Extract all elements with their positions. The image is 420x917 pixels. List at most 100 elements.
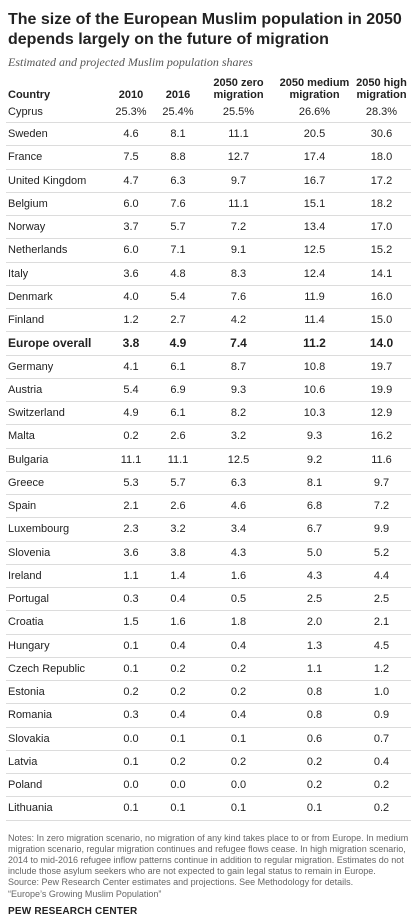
table-row: Norway 3.7 5.7 7.2 13.4 17.0 xyxy=(6,215,411,240)
page-title: The size of the European Muslim populati… xyxy=(8,11,402,48)
cell-2050-zero: 3.2 xyxy=(200,424,277,449)
page-subtitle: Estimated and projected Muslim populatio… xyxy=(8,55,253,69)
cell-2016: 3.2 xyxy=(156,517,200,542)
cell-2050-medium: 1.1 xyxy=(277,657,352,682)
cell-2010: 2.1 xyxy=(106,494,156,519)
cell-country: Belgium xyxy=(6,192,106,217)
cell-2016: 0.4 xyxy=(156,634,200,658)
cell-2010: 0.1 xyxy=(106,750,156,775)
cell-country: Switzerland xyxy=(6,401,106,426)
cell-2050-zero: 0.2 xyxy=(200,750,277,775)
cell-2050-high: 4.4 xyxy=(352,564,411,589)
cell-2010: 0.0 xyxy=(106,727,156,751)
cell-2050-medium: 4.3 xyxy=(277,564,352,589)
cell-2010: 3.8 xyxy=(106,331,156,356)
cell-2010: 5.4 xyxy=(106,378,156,403)
cell-2050-high: 7.2 xyxy=(352,494,411,519)
report-title: “Europe’s Growing Muslim Population” xyxy=(8,888,162,899)
table-row: Sweden 4.6 8.1 11.1 20.5 30.6 xyxy=(6,122,411,147)
source-text: Source: Pew Research Center estimates an… xyxy=(8,877,354,888)
cell-2010: 0.1 xyxy=(106,657,156,682)
cell-2050-zero: 4.3 xyxy=(200,541,277,565)
header-2050-high-migration: 2050 high migration xyxy=(356,77,407,101)
cell-2050-high: 0.9 xyxy=(352,703,411,728)
cell-2016: 1.6 xyxy=(156,610,200,635)
cell-2050-high: 1.0 xyxy=(352,680,411,705)
cell-2050-medium: 2.5 xyxy=(277,587,352,612)
cell-country: United Kingdom xyxy=(6,169,106,193)
cell-2050-high: 0.4 xyxy=(352,750,411,775)
notes-text: Notes: In zero migration scenario, no mi… xyxy=(8,832,409,877)
table-row: Estonia 0.2 0.2 0.2 0.8 1.0 xyxy=(6,680,411,705)
cell-2050-zero: 8.7 xyxy=(200,355,277,379)
notes: Notes: In zero migration scenario, no mi… xyxy=(8,833,413,900)
cell-country: Austria xyxy=(6,378,106,403)
cell-2050-high: 28.3% xyxy=(352,102,411,123)
cell-2050-high: 2.1 xyxy=(352,610,411,635)
table-row: Slovakia 0.0 0.1 0.1 0.6 0.7 xyxy=(6,727,411,751)
cell-2016: 3.8 xyxy=(156,541,200,565)
cell-2016: 8.8 xyxy=(156,145,200,170)
cell-2050-high: 14.1 xyxy=(352,262,411,286)
table-row: Germany 4.1 6.1 8.7 10.8 19.7 xyxy=(6,355,411,379)
cell-2050-high: 0.2 xyxy=(352,796,411,821)
cell-2050-zero: 0.2 xyxy=(200,657,277,682)
cell-2050-zero: 25.5% xyxy=(200,102,277,123)
table-row: Italy 3.6 4.8 8.3 12.4 14.1 xyxy=(6,262,411,286)
table-header-row: Country 2010 2016 2050 zero migration 20… xyxy=(6,75,411,102)
cell-2016: 2.6 xyxy=(156,424,200,449)
cell-2010: 2.3 xyxy=(106,517,156,542)
table-row: Switzerland 4.9 6.1 8.2 10.3 12.9 xyxy=(6,401,411,426)
cell-2050-high: 14.0 xyxy=(352,331,411,356)
cell-2050-zero: 0.0 xyxy=(200,773,277,798)
cell-2050-medium: 10.6 xyxy=(277,378,352,403)
cell-country: Sweden xyxy=(6,122,106,147)
cell-2010: 3.6 xyxy=(106,262,156,286)
cell-country: Malta xyxy=(6,424,106,449)
cell-2016: 0.0 xyxy=(156,773,200,798)
table-row: United Kingdom 4.7 6.3 9.7 16.7 17.2 xyxy=(6,169,411,193)
cell-country: Greece xyxy=(6,471,106,496)
cell-2050-high: 12.9 xyxy=(352,401,411,426)
cell-2010: 0.3 xyxy=(106,587,156,612)
cell-2010: 4.1 xyxy=(106,355,156,379)
cell-2050-high: 19.9 xyxy=(352,378,411,403)
cell-2010: 4.0 xyxy=(106,285,156,310)
cell-2050-zero: 0.4 xyxy=(200,703,277,728)
cell-2050-medium: 15.1 xyxy=(277,192,352,217)
cell-2010: 7.5 xyxy=(106,145,156,170)
table-row: Europe overall 3.8 4.9 7.4 11.2 14.0 xyxy=(6,331,411,356)
table-row: Latvia 0.1 0.2 0.2 0.2 0.4 xyxy=(6,750,411,775)
cell-2050-zero: 9.1 xyxy=(200,238,277,263)
cell-2010: 3.7 xyxy=(106,215,156,240)
cell-2050-medium: 13.4 xyxy=(277,215,352,240)
cell-2050-high: 17.2 xyxy=(352,169,411,193)
cell-2050-zero: 7.2 xyxy=(200,215,277,240)
table-row: Portugal 0.3 0.4 0.5 2.5 2.5 xyxy=(6,587,411,612)
cell-2050-medium: 10.8 xyxy=(277,355,352,379)
cell-2050-zero: 1.8 xyxy=(200,610,277,635)
cell-2050-medium: 10.3 xyxy=(277,401,352,426)
cell-2050-zero: 12.7 xyxy=(200,145,277,170)
cell-2010: 4.9 xyxy=(106,401,156,426)
cell-2050-zero: 4.2 xyxy=(200,308,277,333)
table-body: Cyprus 25.3% 25.4% 25.5% 26.6% 28.3% Sweden 4.6… xyxy=(6,102,411,821)
cell-2050-high: 15.0 xyxy=(352,308,411,333)
cell-2050-zero: 4.6 xyxy=(200,494,277,519)
cell-country: Norway xyxy=(6,215,106,240)
cell-country: Ireland xyxy=(6,564,106,589)
cell-2050-medium: 12.5 xyxy=(277,238,352,263)
cell-2010: 0.1 xyxy=(106,796,156,821)
cell-2050-medium: 0.2 xyxy=(277,750,352,775)
cell-country: Bulgaria xyxy=(6,448,106,472)
cell-2050-high: 16.2 xyxy=(352,424,411,449)
cell-2050-medium: 11.4 xyxy=(277,308,352,333)
cell-2016: 6.3 xyxy=(156,169,200,193)
cell-2010: 3.6 xyxy=(106,541,156,565)
table-row: Lithuania 0.1 0.1 0.1 0.1 0.2 xyxy=(6,796,411,821)
cell-2050-medium: 20.5 xyxy=(277,122,352,147)
table-row: Denmark 4.0 5.4 7.6 11.9 16.0 xyxy=(6,285,411,310)
brand-logo-text: PEW RESEARCH CENTER xyxy=(8,905,138,917)
cell-2050-zero: 0.1 xyxy=(200,796,277,821)
cell-country: Estonia xyxy=(6,680,106,705)
